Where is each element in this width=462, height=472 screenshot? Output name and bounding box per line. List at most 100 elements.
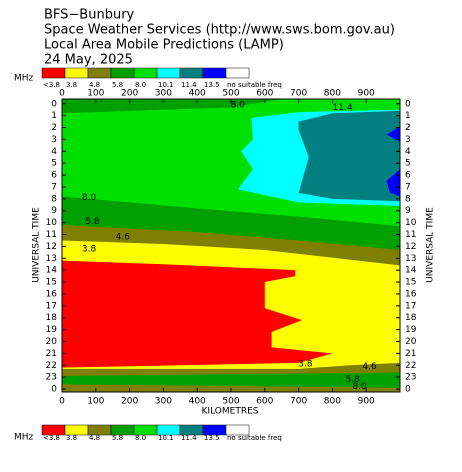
x-tick-label: 800 xyxy=(324,89,341,99)
y-tick-label: 12 xyxy=(405,242,416,252)
x-tick-label: 900 xyxy=(358,89,375,99)
y-tick-label: 8 xyxy=(51,194,57,204)
y-tick-label: 18 xyxy=(46,313,58,323)
y-tick-label: 6 xyxy=(405,171,411,181)
y-tick-label: 0 xyxy=(51,385,57,395)
y-tick-label: 20 xyxy=(46,337,58,347)
x-tick-label: 400 xyxy=(189,397,206,407)
legend-label: no suitable freq xyxy=(227,434,282,442)
y-tick-label: 0 xyxy=(405,99,411,109)
y-tick-label: 21 xyxy=(405,349,416,359)
legend-unit: MHz xyxy=(14,74,34,84)
y-tick-label: 22 xyxy=(405,361,416,371)
legend-label: 10.1 xyxy=(158,81,174,89)
y-tick-label: 12 xyxy=(46,242,57,252)
title-line: BFS−Bunbury xyxy=(44,8,135,23)
y-tick-label: 17 xyxy=(46,301,57,311)
y-axis-label: UNIVERSAL TIME xyxy=(426,207,436,283)
x-tick-label: 500 xyxy=(222,89,239,99)
y-tick-label: 7 xyxy=(405,182,411,192)
x-tick-label: 200 xyxy=(121,397,138,407)
legend-swatch xyxy=(133,67,158,79)
legend-label: 11.4 xyxy=(181,434,197,442)
legend-label: 13.5 xyxy=(204,81,220,89)
contour-region xyxy=(386,126,400,142)
y-tick-label: 17 xyxy=(405,301,416,311)
legend-label: no suitable freq xyxy=(227,81,282,89)
x-tick-label: 700 xyxy=(290,89,307,99)
y-tick-label: 10 xyxy=(405,218,417,228)
contour-label: 4.6 xyxy=(116,232,131,242)
y-tick-label: 19 xyxy=(405,325,417,335)
y-tick-label: 8 xyxy=(405,194,411,204)
legend-swatch xyxy=(225,67,250,79)
y-tick-label: 11 xyxy=(46,230,57,240)
contour-label: 8.0 xyxy=(231,100,246,110)
legend-label: 3.8 xyxy=(66,81,77,89)
y-tick-label: 5 xyxy=(405,159,411,169)
title-line: Local Area Mobile Predictions (LAMP) xyxy=(44,38,284,53)
contour-region xyxy=(62,372,400,388)
y-axis-label: UNIVERSAL TIME xyxy=(32,207,42,283)
legend-label: 8.0 xyxy=(135,434,146,442)
legend-label: 5.8 xyxy=(112,81,123,89)
y-tick-label: 5 xyxy=(51,159,57,169)
y-tick-label: 21 xyxy=(46,349,57,359)
x-tick-label: 600 xyxy=(256,397,273,407)
y-tick-label: 3 xyxy=(51,135,57,145)
x-tick-label: 600 xyxy=(256,89,273,99)
x-tick-label: 900 xyxy=(358,397,375,407)
y-tick-label: 15 xyxy=(46,278,57,288)
legend-label: 8.0 xyxy=(135,81,146,89)
y-tick-label: 4 xyxy=(405,147,411,157)
title-line: Space Weather Services (http://www.sws.b… xyxy=(44,23,395,38)
y-tick-label: 11 xyxy=(405,230,416,240)
y-tick-label: 7 xyxy=(51,182,57,192)
y-tick-label: 0 xyxy=(405,385,411,395)
contour-label: 4.6 xyxy=(362,362,377,372)
contour-label: 5.8 xyxy=(346,375,361,385)
y-tick-label: 10 xyxy=(46,218,58,228)
legend-unit: MHz xyxy=(14,433,34,443)
y-tick-label: 9 xyxy=(51,206,57,216)
legend-swatch xyxy=(202,67,227,79)
legend-label: <3.8 xyxy=(43,434,60,442)
contour-region xyxy=(386,169,400,197)
y-tick-label: 1 xyxy=(405,111,411,121)
legend-swatch xyxy=(41,67,66,79)
legend-label: 5.8 xyxy=(112,434,123,442)
legend-swatch xyxy=(87,67,112,79)
legend-swatch xyxy=(179,67,204,79)
x-tick-label: 800 xyxy=(324,397,341,407)
x-tick-label: 500 xyxy=(222,397,239,407)
x-axis-label: KILOMETRES xyxy=(202,407,259,417)
y-tick-label: 15 xyxy=(405,278,416,288)
x-tick-label: 300 xyxy=(155,89,172,99)
contour-label: 5.8 xyxy=(85,217,100,227)
x-tick-label: 400 xyxy=(189,89,206,99)
y-tick-label: 22 xyxy=(46,361,57,371)
y-tick-label: 18 xyxy=(405,313,417,323)
contour-label: 3.8 xyxy=(82,244,97,254)
y-tick-label: 23 xyxy=(46,373,57,383)
y-tick-label: 14 xyxy=(46,266,58,276)
contour-label: 3.8 xyxy=(298,360,313,370)
contour-label: 8.0 xyxy=(352,382,367,392)
y-tick-label: 16 xyxy=(46,289,58,299)
y-tick-label: 16 xyxy=(405,289,417,299)
x-tick-label: 700 xyxy=(290,397,307,407)
x-tick-label: 300 xyxy=(155,397,172,407)
x-tick-label: 0 xyxy=(59,89,65,99)
legend-label: 10.1 xyxy=(158,434,174,442)
legend-label: <3.8 xyxy=(43,81,60,89)
contour-label: 11.4 xyxy=(333,103,353,113)
y-tick-label: 9 xyxy=(405,206,411,216)
x-tick-label: 100 xyxy=(87,397,104,407)
legend-swatch xyxy=(225,424,250,436)
y-tick-label: 13 xyxy=(405,254,416,264)
y-tick-label: 4 xyxy=(51,147,57,157)
legend-label: 13.5 xyxy=(204,434,220,442)
x-tick-label: 0 xyxy=(59,397,65,407)
y-tick-label: 14 xyxy=(405,266,417,276)
